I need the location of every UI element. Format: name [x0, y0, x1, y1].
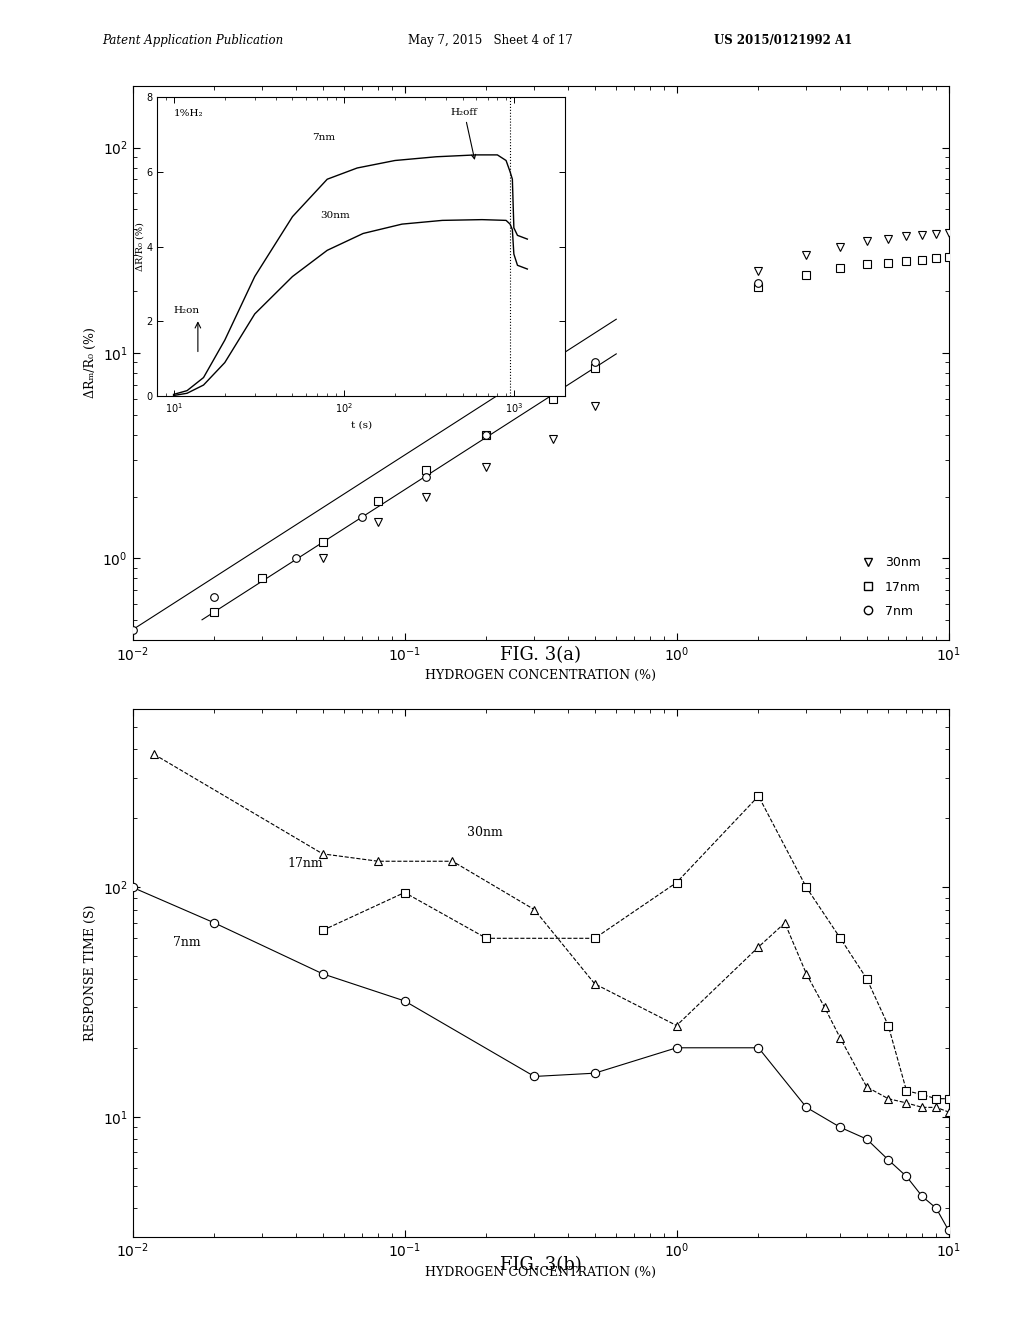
Legend: 30nm, 17nm, 7nm: 30nm, 17nm, 7nm — [854, 552, 925, 623]
Y-axis label: RESPONSE TIME (S): RESPONSE TIME (S) — [84, 904, 97, 1041]
Text: 7nm: 7nm — [173, 936, 201, 949]
Text: FIG. 3(b): FIG. 3(b) — [499, 1255, 581, 1274]
Text: US 2015/0121992 A1: US 2015/0121992 A1 — [713, 34, 852, 48]
Text: FIG. 3(a): FIG. 3(a) — [499, 645, 581, 664]
Text: 30nm: 30nm — [467, 825, 502, 838]
X-axis label: HYDROGEN CONCENTRATION (%): HYDROGEN CONCENTRATION (%) — [425, 1266, 655, 1279]
X-axis label: HYDROGEN CONCENTRATION (%): HYDROGEN CONCENTRATION (%) — [425, 669, 655, 682]
Text: 17nm: 17nm — [287, 857, 323, 870]
Text: May 7, 2015   Sheet 4 of 17: May 7, 2015 Sheet 4 of 17 — [408, 34, 573, 48]
Text: Patent Application Publication: Patent Application Publication — [102, 34, 283, 48]
Y-axis label: ΔRₘ/R₀ (%): ΔRₘ/R₀ (%) — [84, 327, 97, 399]
